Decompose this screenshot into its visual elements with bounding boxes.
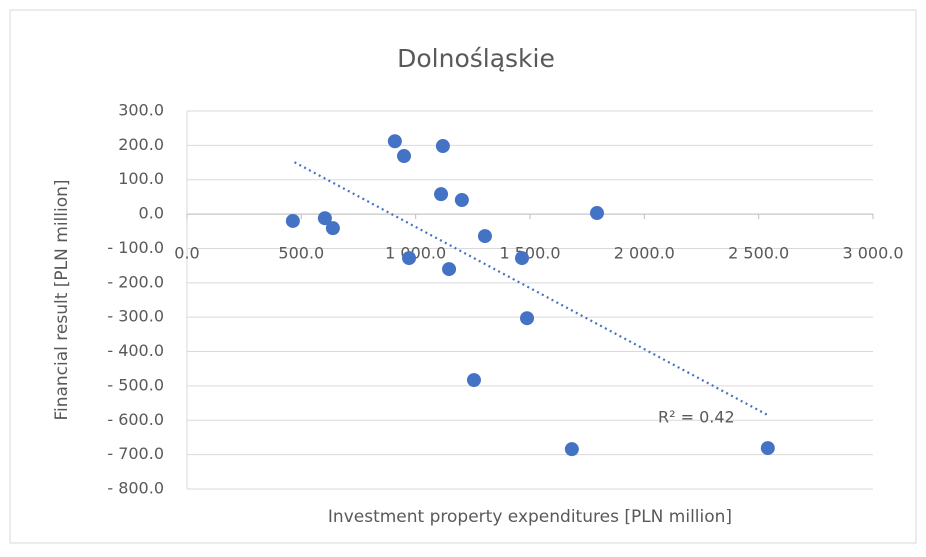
y-tick-label: 0.0 <box>139 204 164 223</box>
y-tick-label: - 600.0 <box>107 410 164 429</box>
x-tick-label: 1 000.0 <box>385 244 446 263</box>
y-tick-label: 300.0 <box>118 101 164 120</box>
y-tick-label: - 100.0 <box>107 238 164 257</box>
y-tick-label: - 500.0 <box>107 375 164 394</box>
x-tick-label: 500.0 <box>278 244 324 263</box>
scatter-point <box>514 251 529 266</box>
trendline <box>293 161 769 417</box>
r-squared-annotation: R² = 0.42 <box>658 408 735 427</box>
y-tick-label: - 700.0 <box>107 444 164 463</box>
x-tick-label: 0.0 <box>174 244 199 263</box>
scatter-point <box>442 262 457 277</box>
scatter-point <box>454 193 469 208</box>
scatter-point <box>520 311 535 326</box>
scatter-point <box>760 441 775 456</box>
scatter-point <box>564 442 579 457</box>
scatter-point <box>387 134 402 149</box>
scatter-point <box>434 187 449 202</box>
scatter-point <box>477 229 492 244</box>
scatter-point <box>317 211 332 226</box>
scatter-point <box>435 139 450 154</box>
x-axis-title: Investment property expenditures [PLN mi… <box>328 507 732 527</box>
scatter-point <box>466 373 481 388</box>
x-tick-label: 1 500.0 <box>499 244 560 263</box>
x-tick-label: 3 000.0 <box>842 244 903 263</box>
scatter-point <box>589 206 604 221</box>
y-tick-label: - 300.0 <box>107 307 164 326</box>
y-tick-label: - 200.0 <box>107 272 164 291</box>
y-tick-label: - 800.0 <box>107 479 164 498</box>
y-tick-label: 200.0 <box>118 135 164 154</box>
y-tick-label: 100.0 <box>118 169 164 188</box>
chart-title: Dolnośląskie <box>397 44 555 73</box>
x-tick-label: 2 500.0 <box>728 244 789 263</box>
scatter-point <box>285 213 300 228</box>
x-tick-label: 2 000.0 <box>614 244 675 263</box>
scatter-point <box>325 221 340 236</box>
y-tick-label: - 400.0 <box>107 341 164 360</box>
y-axis-title: Financial result [PLN million] <box>52 179 72 420</box>
scatter-point <box>402 251 417 266</box>
scatter-point <box>397 149 412 164</box>
